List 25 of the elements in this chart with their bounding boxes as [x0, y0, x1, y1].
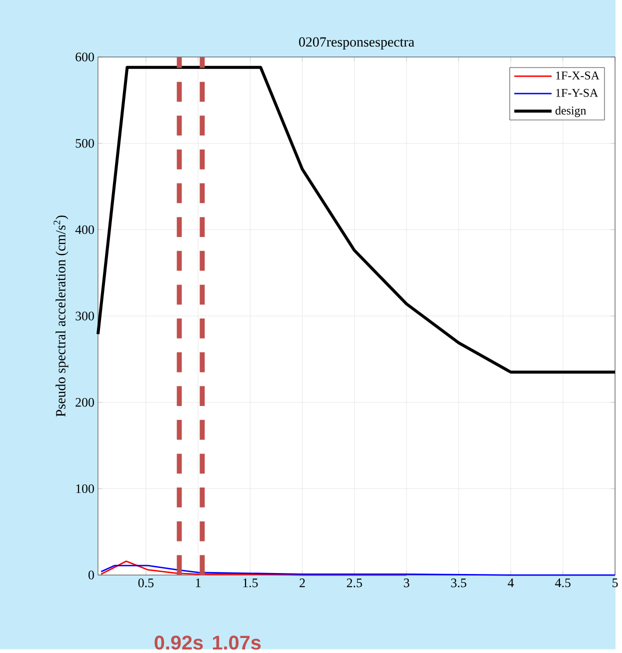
line-series	[100, 560, 408, 576]
legend-label: design	[556, 106, 586, 118]
y-tick-label: 200	[76, 398, 94, 407]
y-tick-label: 0	[88, 570, 94, 580]
legend-label: 1F-X-SA	[556, 72, 600, 80]
x-tick-label: 4	[508, 578, 514, 588]
x-tick-label: 2.5	[347, 578, 362, 588]
chart-title: 0207responsespectra	[299, 37, 415, 50]
y-tick-label: 600	[76, 52, 94, 62]
y-tick-label: 400	[76, 225, 94, 234]
x-tick-label: 3.5	[451, 578, 466, 588]
y-tick-label: 100	[76, 484, 94, 494]
y-axis-title: Pseudo spectral acceleration (cm/s$^{2}$)	[54, 216, 68, 417]
x-tick-label: 4.5	[555, 578, 571, 588]
x-tick-label: 3	[404, 578, 410, 588]
x-tick-label: 0.5	[138, 578, 154, 588]
y-tick-label: 300	[76, 312, 94, 320]
ref-line-label: 1.07s	[213, 636, 261, 650]
x-tick-label: 2	[300, 578, 306, 588]
legend-label: 1F-Y-SA	[556, 88, 598, 97]
x-tick-label: 5	[612, 578, 618, 588]
y-tick-label: 500	[76, 138, 94, 148]
ref-line-label: 0.92s	[154, 636, 204, 650]
x-tick-label: 1	[196, 578, 201, 588]
x-tick-label: 1.5	[243, 578, 258, 588]
